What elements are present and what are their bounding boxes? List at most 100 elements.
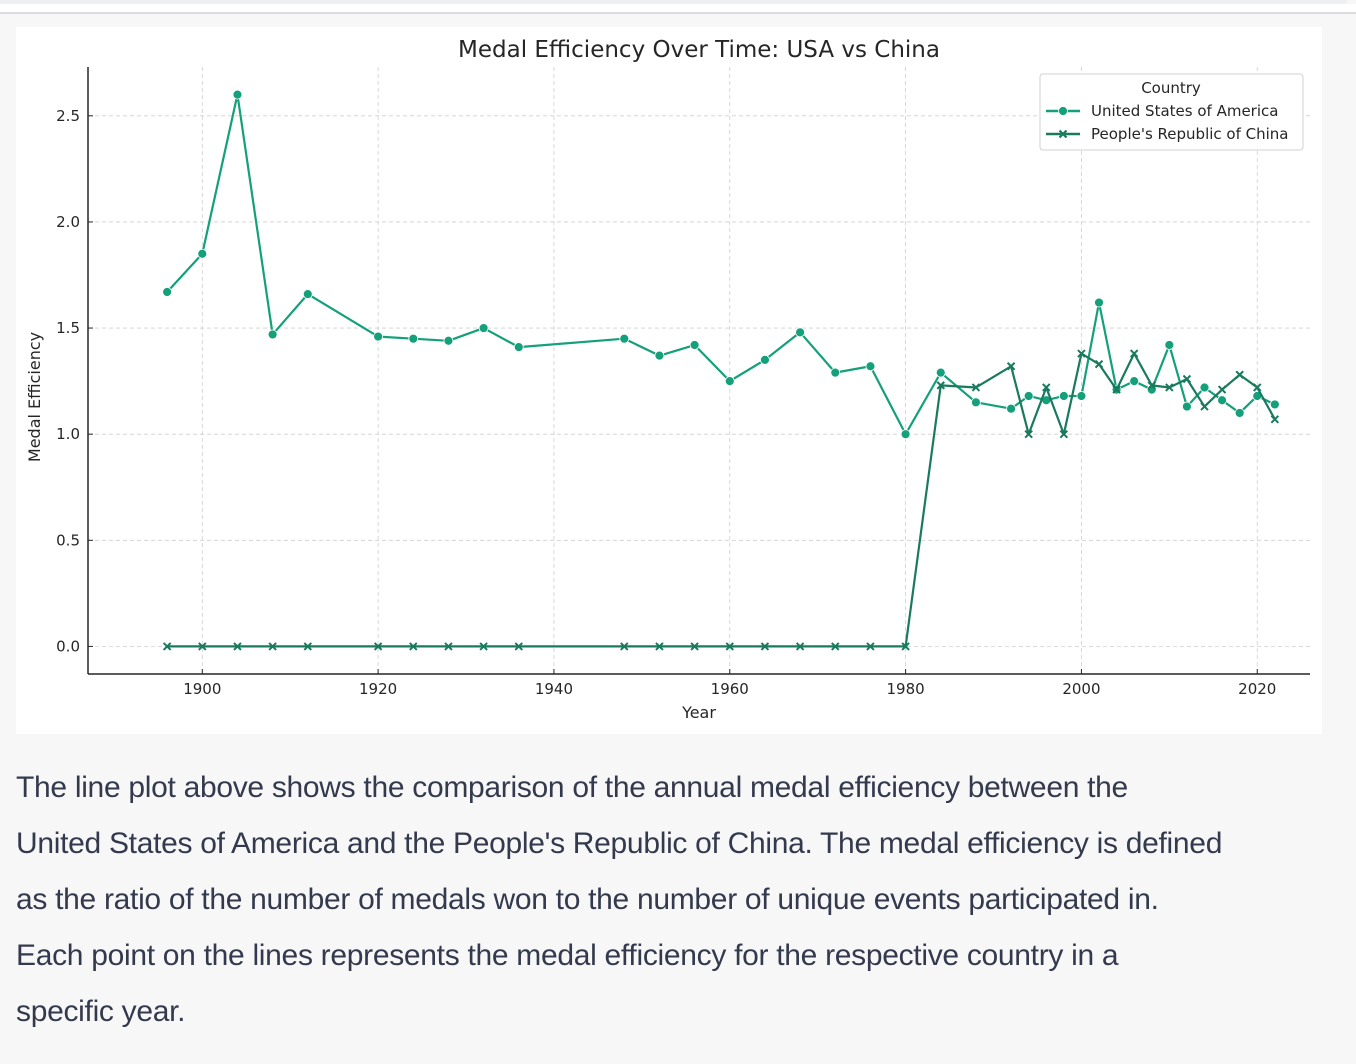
y-tick-label: 1.0 — [56, 425, 80, 443]
legend-box — [1039, 73, 1304, 151]
data-point — [1042, 383, 1051, 392]
data-point — [760, 642, 770, 651]
data-point — [1147, 381, 1156, 390]
series-line — [167, 352, 1276, 648]
data-point — [443, 335, 454, 346]
data-point — [1164, 340, 1175, 350]
y-axis-label: Medal Efficiency — [25, 332, 44, 462]
data-point — [513, 342, 524, 353]
data-point — [1059, 429, 1069, 439]
data-point — [1077, 349, 1086, 358]
data-point — [900, 429, 911, 440]
data-point — [478, 323, 489, 333]
data-point — [1234, 408, 1245, 418]
axes: 1900 1920 1940 1960 1980 2000 2020 0.0 0.5 1.0 1.5… — [56, 67, 1310, 698]
top-bar — [0, 0, 1348, 4]
description-line: United States of America and the People'… — [16, 827, 1223, 860]
data-point — [373, 331, 384, 342]
data-point — [795, 327, 806, 338]
data-point — [302, 289, 313, 299]
divider — [0, 12, 1356, 14]
data-point — [724, 376, 735, 387]
data-point — [830, 367, 841, 378]
data-point — [162, 287, 173, 297]
data-point — [233, 642, 242, 651]
top-strip — [0, 4, 1356, 12]
legend-title: Country — [1141, 79, 1201, 97]
data-point — [971, 383, 981, 392]
data-point — [1094, 359, 1104, 369]
data-point — [303, 642, 312, 651]
data-point — [690, 642, 699, 651]
data-point — [1112, 385, 1121, 394]
description-line: The line plot above shows the comparison… — [16, 771, 1128, 804]
x-tick-label: 2000 — [1062, 680, 1100, 698]
x-tick-label: 1900 — [183, 680, 221, 698]
data-point — [936, 381, 945, 390]
data-point — [655, 642, 664, 651]
data-point — [1129, 376, 1140, 387]
chart-card: 1900 1920 1940 1960 1980 2000 2020 0.0 0.5 1.0 1.5… — [16, 27, 1322, 734]
description-line: as the ratio of the number of medals won… — [16, 883, 1159, 916]
data-point — [1006, 362, 1016, 371]
data-point — [1076, 391, 1087, 401]
data-point — [760, 354, 770, 365]
x-tick-label: 1980 — [887, 680, 925, 698]
legend-entry-china: People's Republic of China — [1046, 125, 1289, 143]
y-tick-label: 0.0 — [56, 637, 80, 655]
x-axis-label: Year — [681, 703, 716, 722]
data-point — [267, 329, 278, 340]
data-point — [162, 642, 172, 651]
legend-circle-marker-icon — [1058, 106, 1068, 116]
x-tick-label: 1940 — [535, 680, 573, 698]
legend: Country United States of America People'… — [1039, 73, 1304, 151]
y-tick-label: 2.0 — [56, 213, 80, 231]
data-point — [866, 642, 875, 651]
chart-title: Medal Efficiency Over Time: USA vs China — [458, 37, 940, 63]
legend-label-china: People's Republic of China — [1091, 125, 1289, 143]
data-point — [1199, 382, 1210, 393]
data-point — [654, 350, 665, 361]
legend-label-usa: United States of America — [1091, 102, 1278, 120]
series — [162, 89, 1280, 651]
data-point — [620, 642, 629, 651]
x-tick-label: 1920 — [359, 680, 397, 698]
data-point — [689, 340, 700, 350]
series-china — [162, 349, 1280, 651]
data-point — [408, 333, 419, 344]
data-point — [197, 248, 208, 259]
legend-entry-usa: United States of America — [1046, 102, 1278, 120]
data-point — [725, 642, 734, 651]
data-point — [268, 642, 277, 651]
chart-description: The line plot above shows the comparison… — [16, 760, 1336, 1040]
line-chart: 1900 1920 1940 1960 1980 2000 2020 0.0 0.5 1.0 1.5… — [25, 37, 1310, 722]
data-point — [1058, 391, 1069, 401]
data-point — [619, 333, 630, 344]
data-point — [1269, 399, 1280, 410]
y-tick-label: 0.5 — [56, 531, 80, 549]
data-point — [1217, 385, 1227, 394]
x-tick-label: 1960 — [711, 680, 749, 698]
data-point — [1006, 403, 1016, 414]
data-point — [514, 642, 523, 651]
data-point — [865, 361, 876, 372]
data-point — [1200, 402, 1209, 411]
data-point — [935, 367, 946, 378]
data-point — [1023, 391, 1034, 401]
data-point — [1129, 349, 1139, 358]
data-point — [1024, 429, 1033, 439]
legend-x-marker-icon — [1058, 129, 1068, 139]
data-point — [409, 642, 418, 651]
data-point — [479, 642, 488, 651]
data-point — [1217, 395, 1227, 406]
data-point — [1253, 383, 1262, 392]
series-usa — [162, 89, 1280, 440]
data-point — [444, 642, 453, 651]
data-point — [831, 642, 840, 651]
y-tick-label: 2.5 — [56, 107, 80, 125]
data-point — [1270, 415, 1280, 424]
data-point — [232, 89, 243, 100]
y-tick-label: 1.5 — [56, 319, 80, 337]
description-line: Each point on the lines represents the m… — [16, 939, 1119, 972]
data-point — [198, 642, 207, 651]
